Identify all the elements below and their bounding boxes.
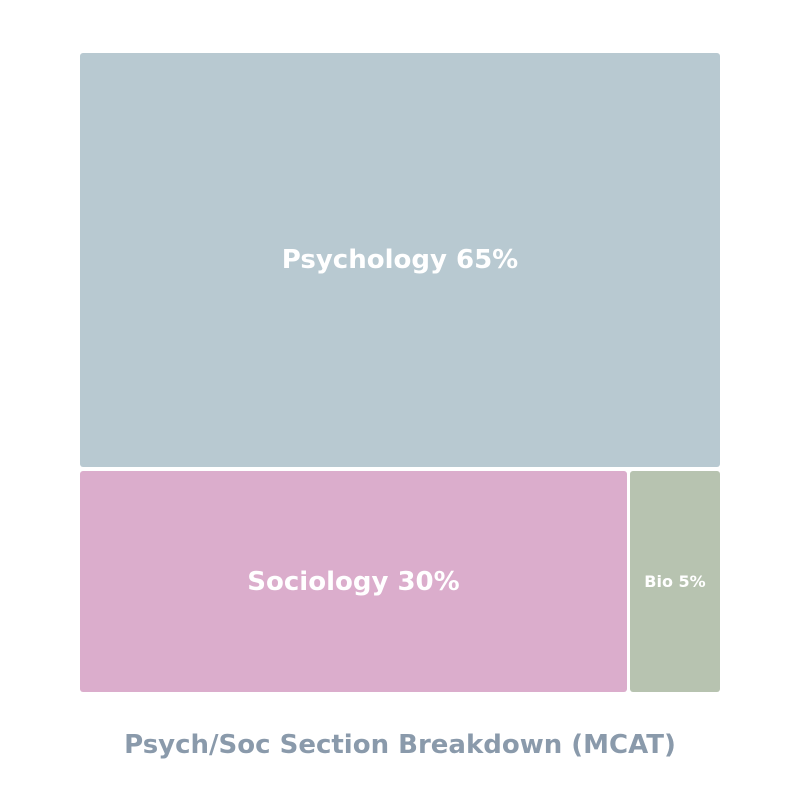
tile-label-sociology: Sociology 30% — [247, 566, 460, 597]
tile-label-psychology: Psychology 65% — [281, 245, 519, 275]
tile-sociology: Sociology 30% — [80, 471, 627, 692]
tile-psychology: Psychology 65% — [80, 53, 720, 467]
tile-bio: Bio 5% — [630, 471, 720, 692]
chart-title: Psych/Soc Section Breakdown (MCAT) — [124, 730, 676, 760]
tile-label-bio: Bio 5% — [644, 572, 706, 591]
